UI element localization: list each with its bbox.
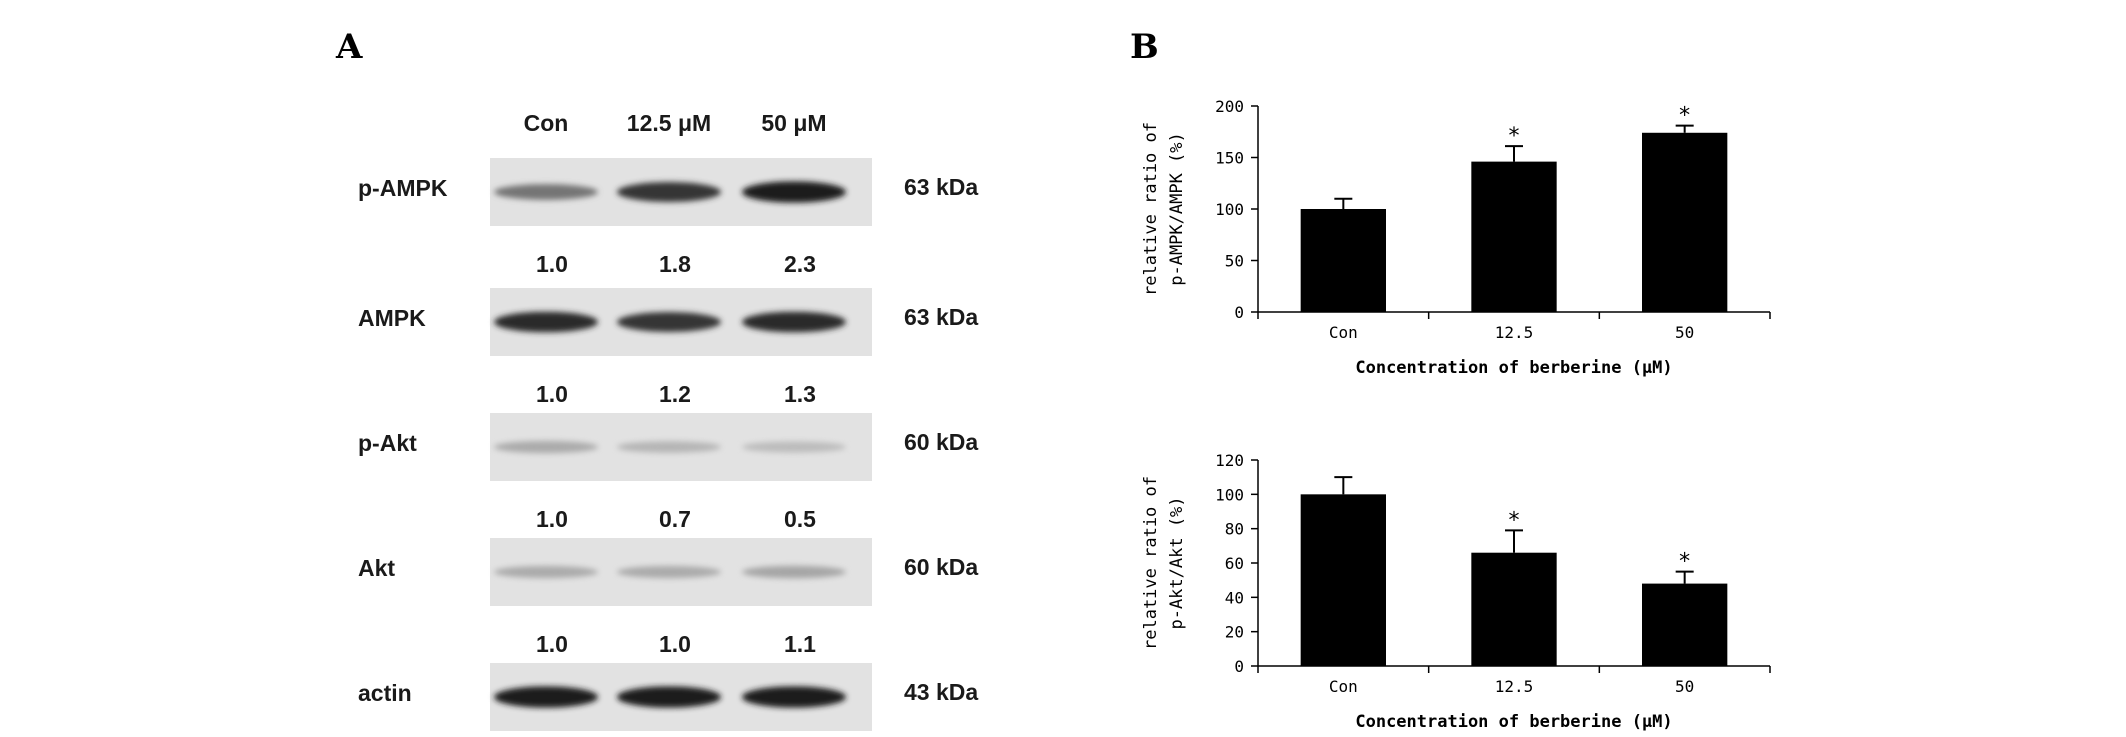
bar: [1642, 132, 1728, 312]
blot-row: actin 43 kDa: [358, 663, 978, 731]
protein-label: AMPK: [358, 305, 426, 331]
lane-label: Con: [524, 110, 569, 136]
density-ratio: 1.0: [536, 506, 568, 532]
bar: [1300, 209, 1386, 312]
density-ratio: 0.7: [659, 506, 691, 532]
bar: [1642, 583, 1728, 666]
x-tick-label: 12.5: [1495, 677, 1534, 696]
y-tick-label: 50: [1225, 252, 1244, 271]
density-ratio: 1.1: [784, 631, 816, 657]
blot-band: [494, 686, 598, 708]
kda-label: 43 kDa: [904, 679, 978, 705]
blot-band: [617, 441, 721, 453]
y-tick-label: 80: [1225, 520, 1244, 539]
blot-band: [494, 440, 598, 454]
density-ratio: 1.8: [659, 251, 691, 277]
y-axis-label: p-AMPK/AMPK (%): [1167, 132, 1187, 286]
x-tick-label: 50: [1675, 323, 1694, 342]
x-tick-label: 12.5: [1495, 323, 1534, 342]
y-axis-label: relative ratio of: [1141, 122, 1161, 296]
significance-marker: *: [1679, 550, 1690, 575]
y-tick-label: 40: [1225, 588, 1244, 607]
significance-marker: *: [1509, 124, 1520, 149]
bar: [1300, 494, 1386, 666]
blot-band: [742, 441, 846, 453]
blot-band: [742, 181, 846, 203]
lane-label: 12.5 μM: [627, 110, 711, 136]
y-tick-label: 100: [1215, 200, 1244, 219]
density-ratio: 1.0: [536, 381, 568, 407]
panel-label-b: B: [1130, 27, 1159, 67]
x-tick-label: Con: [1329, 323, 1358, 342]
blot-band: [494, 565, 598, 579]
blot-band: [742, 311, 846, 333]
y-axis-label: p-Akt/Akt (%): [1167, 496, 1187, 629]
blot-rows: p-AMPK 63 kDa 1.0 1.8 2.3 AMPK 63 kDa 1.0 1.2 1.3…: [358, 158, 978, 731]
density-ratio: 1.3: [784, 381, 816, 407]
y-tick-label: 120: [1215, 451, 1244, 470]
density-ratio: 2.3: [784, 251, 816, 277]
kda-label: 63 kDa: [904, 304, 978, 330]
y-tick-label: 0: [1234, 303, 1244, 322]
density-ratio: 1.0: [659, 631, 691, 657]
y-tick-label: 200: [1215, 97, 1244, 116]
y-tick-label: 20: [1225, 623, 1244, 642]
x-tick-label: 50: [1675, 677, 1694, 696]
x-axis-label: Concentration of berberine (μM): [1355, 712, 1672, 732]
kda-label: 60 kDa: [904, 554, 978, 580]
bar-chart-p-akt: 0 20 40 60 80 100 120 Con * 12.5 * 50Concentration …: [1141, 451, 1771, 732]
protein-label: p-AMPK: [358, 175, 448, 201]
blot-band: [617, 182, 721, 202]
blot-band: [617, 686, 721, 708]
y-tick-label: 150: [1215, 149, 1244, 168]
density-ratio: 0.5: [784, 506, 816, 532]
western-blot-panel: Con 12.5 μM 50 μM p-AMPK 63 kDa 1.0 1.8 2.3 AMP…: [358, 110, 978, 731]
y-tick-label: 100: [1215, 485, 1244, 504]
significance-marker: *: [1509, 508, 1520, 533]
blot-row: p-Akt 60 kDa 1.0 0.7 0.5: [358, 413, 978, 532]
x-axis-label: Concentration of berberine (μM): [1355, 358, 1672, 378]
kda-label: 60 kDa: [904, 429, 978, 455]
protein-label: actin: [358, 680, 412, 706]
lane-headers: Con 12.5 μM 50 μM: [524, 110, 827, 136]
blot-band: [494, 311, 598, 333]
blot-band: [617, 565, 721, 579]
protein-label: p-Akt: [358, 430, 417, 456]
lane-label: 50 μM: [761, 110, 826, 136]
bar: [1471, 552, 1557, 666]
density-ratio: 1.2: [659, 381, 691, 407]
kda-label: 63 kDa: [904, 174, 978, 200]
blot-band: [494, 184, 598, 200]
y-tick-label: 60: [1225, 554, 1244, 573]
blot-band: [617, 312, 721, 332]
blot-band: [742, 565, 846, 579]
bar: [1471, 161, 1557, 312]
x-tick-label: Con: [1329, 677, 1358, 696]
density-ratio: 1.0: [536, 631, 568, 657]
significance-marker: *: [1679, 104, 1690, 129]
y-axis-label: relative ratio of: [1141, 476, 1161, 650]
blot-band: [742, 686, 846, 708]
protein-label: Akt: [358, 555, 395, 581]
y-tick-label: 0: [1234, 657, 1244, 676]
blot-row: p-AMPK 63 kDa 1.0 1.8 2.3: [358, 158, 978, 277]
blot-row: Akt 60 kDa 1.0 1.0 1.1: [358, 538, 978, 657]
blot-row: AMPK 63 kDa 1.0 1.2 1.3: [358, 288, 978, 407]
panel-label-a: A: [335, 27, 363, 67]
density-ratio: 1.0: [536, 251, 568, 277]
